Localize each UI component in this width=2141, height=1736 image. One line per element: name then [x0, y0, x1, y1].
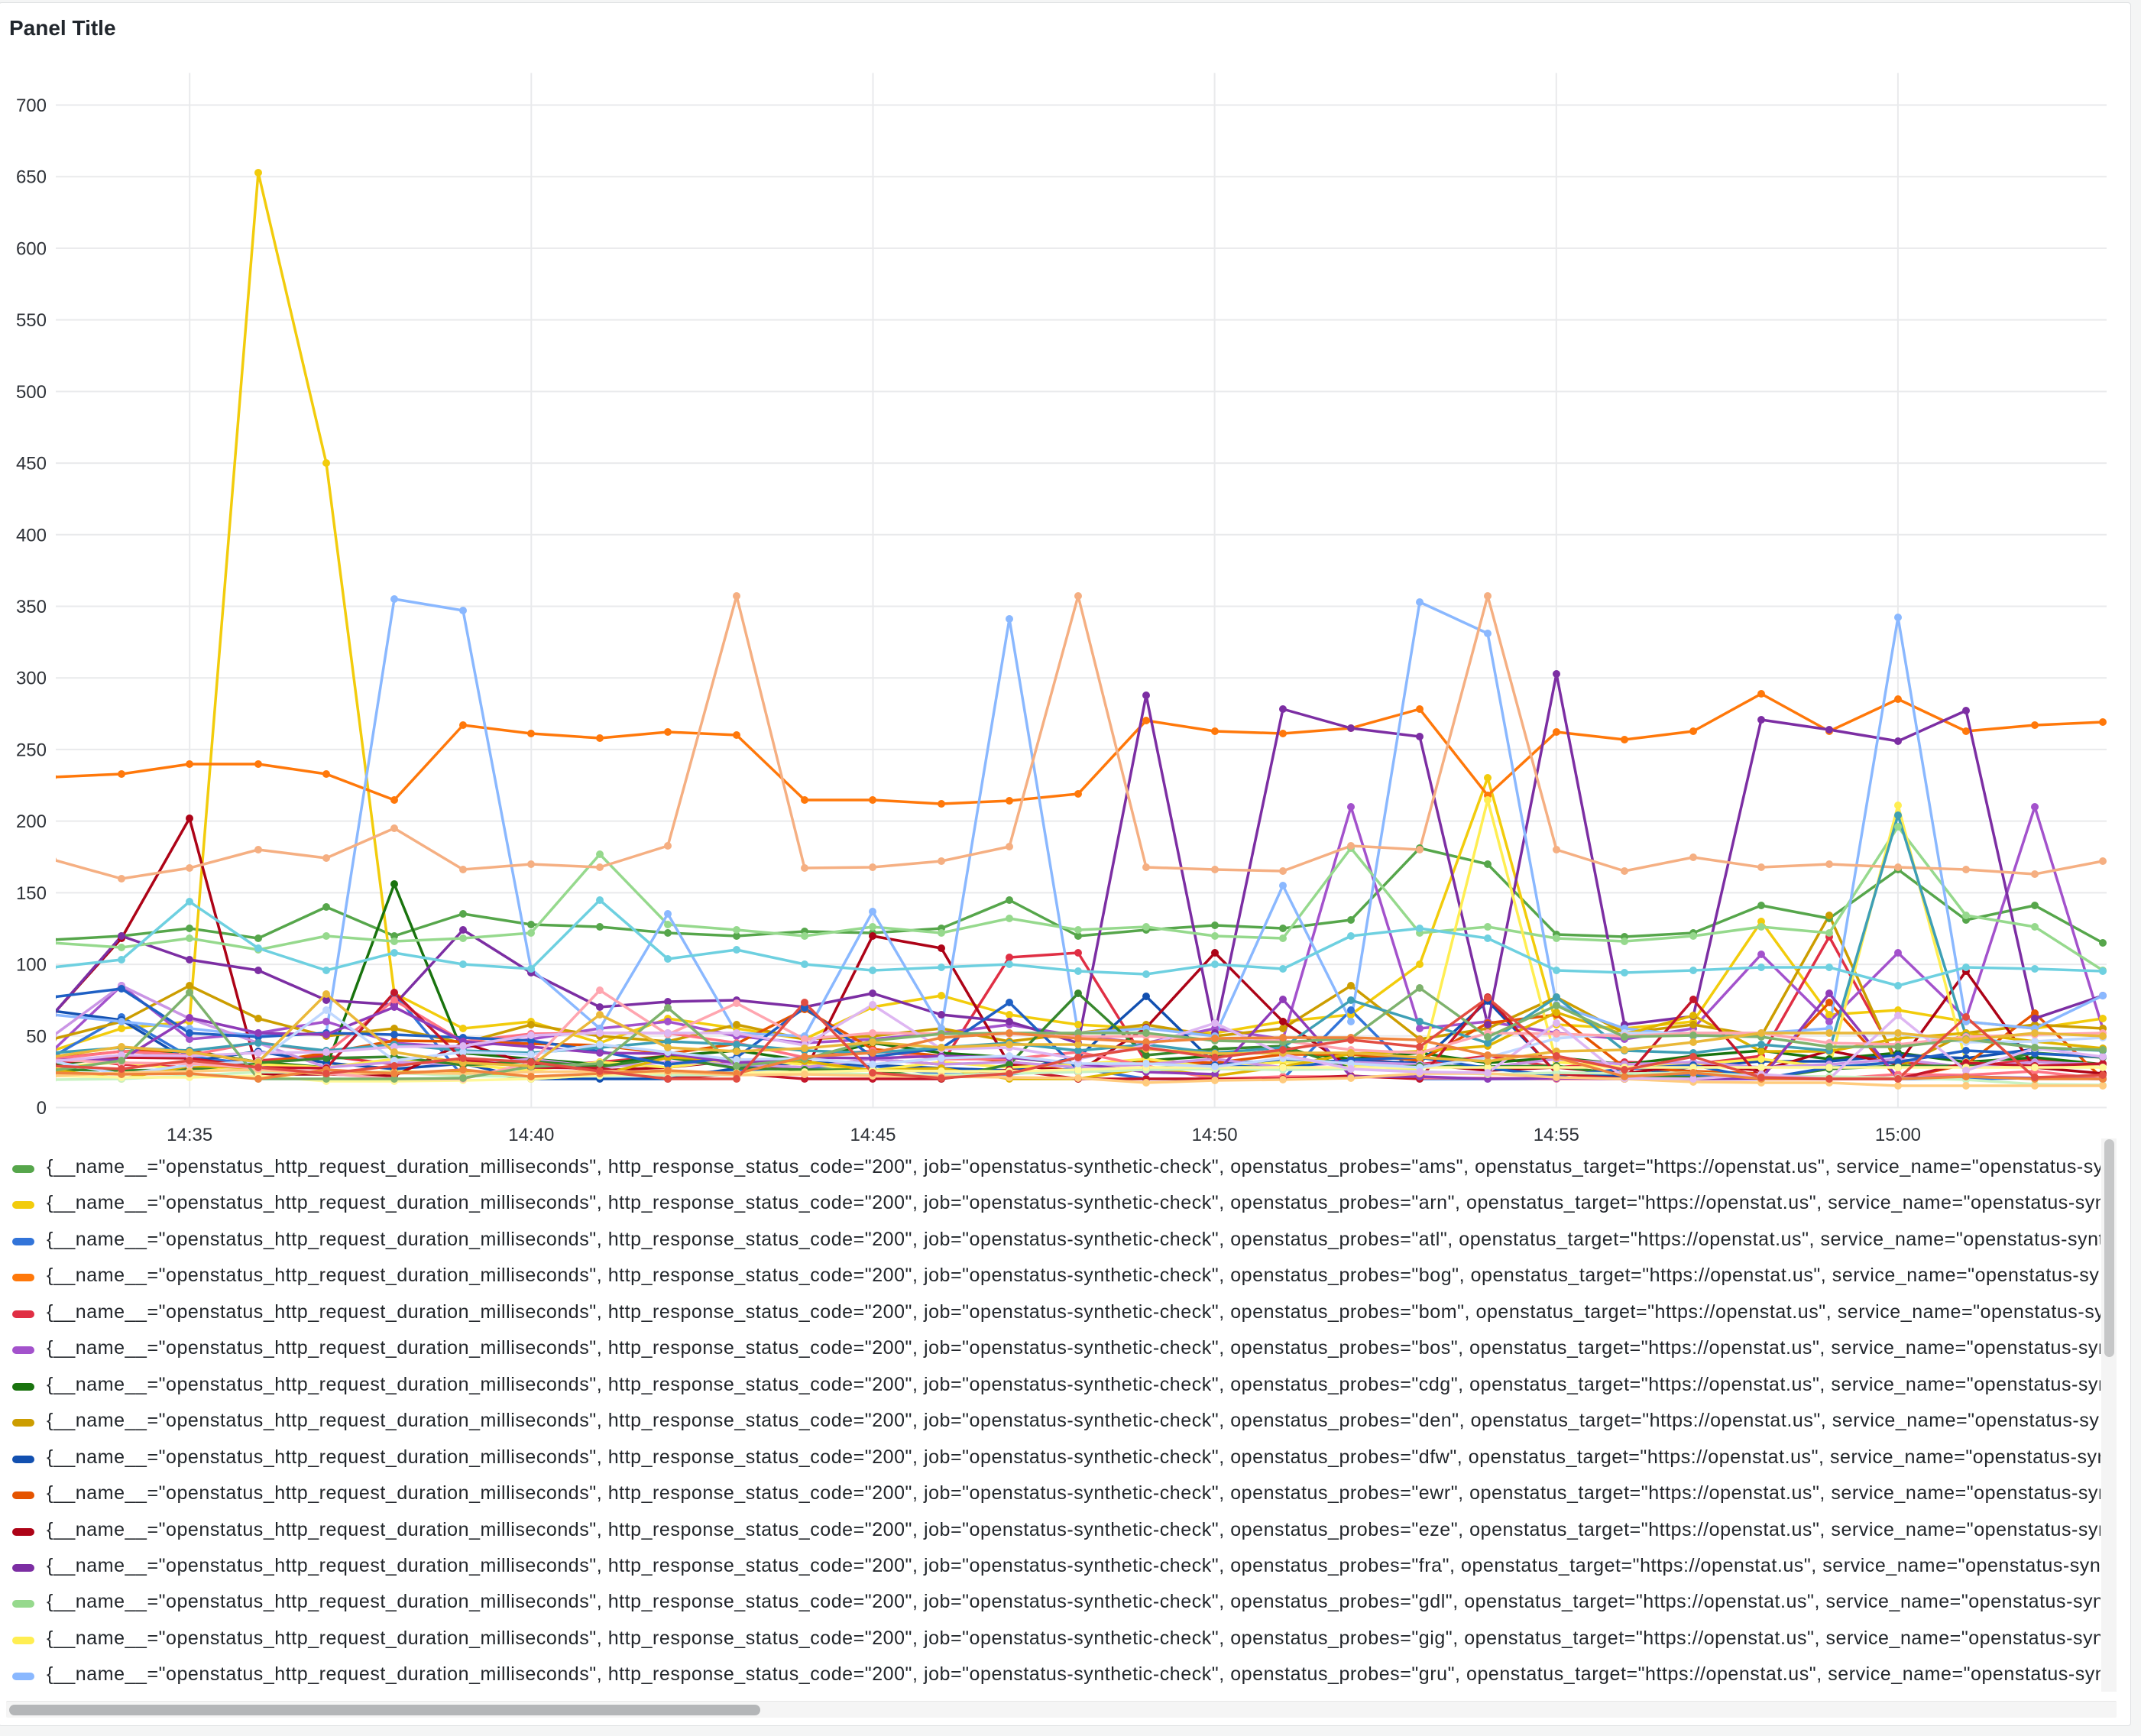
svg-text:350: 350 — [16, 597, 47, 617]
svg-text:0: 0 — [37, 1098, 47, 1119]
svg-text:250: 250 — [16, 740, 47, 760]
svg-text:14:55: 14:55 — [1534, 1125, 1579, 1145]
svg-text:100: 100 — [16, 955, 47, 976]
svg-text:14:45: 14:45 — [850, 1125, 896, 1145]
svg-text:15:00: 15:00 — [1875, 1125, 1921, 1145]
svg-text:500: 500 — [16, 382, 47, 403]
svg-text:14:40: 14:40 — [508, 1125, 554, 1145]
svg-text:14:50: 14:50 — [1192, 1125, 1238, 1145]
svg-text:600: 600 — [16, 238, 47, 259]
svg-text:550: 550 — [16, 310, 47, 331]
svg-text:150: 150 — [16, 883, 47, 904]
svg-text:300: 300 — [16, 669, 47, 689]
svg-text:700: 700 — [16, 96, 47, 116]
svg-text:450: 450 — [16, 454, 47, 474]
svg-text:14:35: 14:35 — [167, 1125, 212, 1145]
svg-text:400: 400 — [16, 525, 47, 546]
svg-text:50: 50 — [26, 1026, 47, 1047]
svg-text:200: 200 — [16, 811, 47, 832]
svg-text:650: 650 — [16, 167, 47, 188]
